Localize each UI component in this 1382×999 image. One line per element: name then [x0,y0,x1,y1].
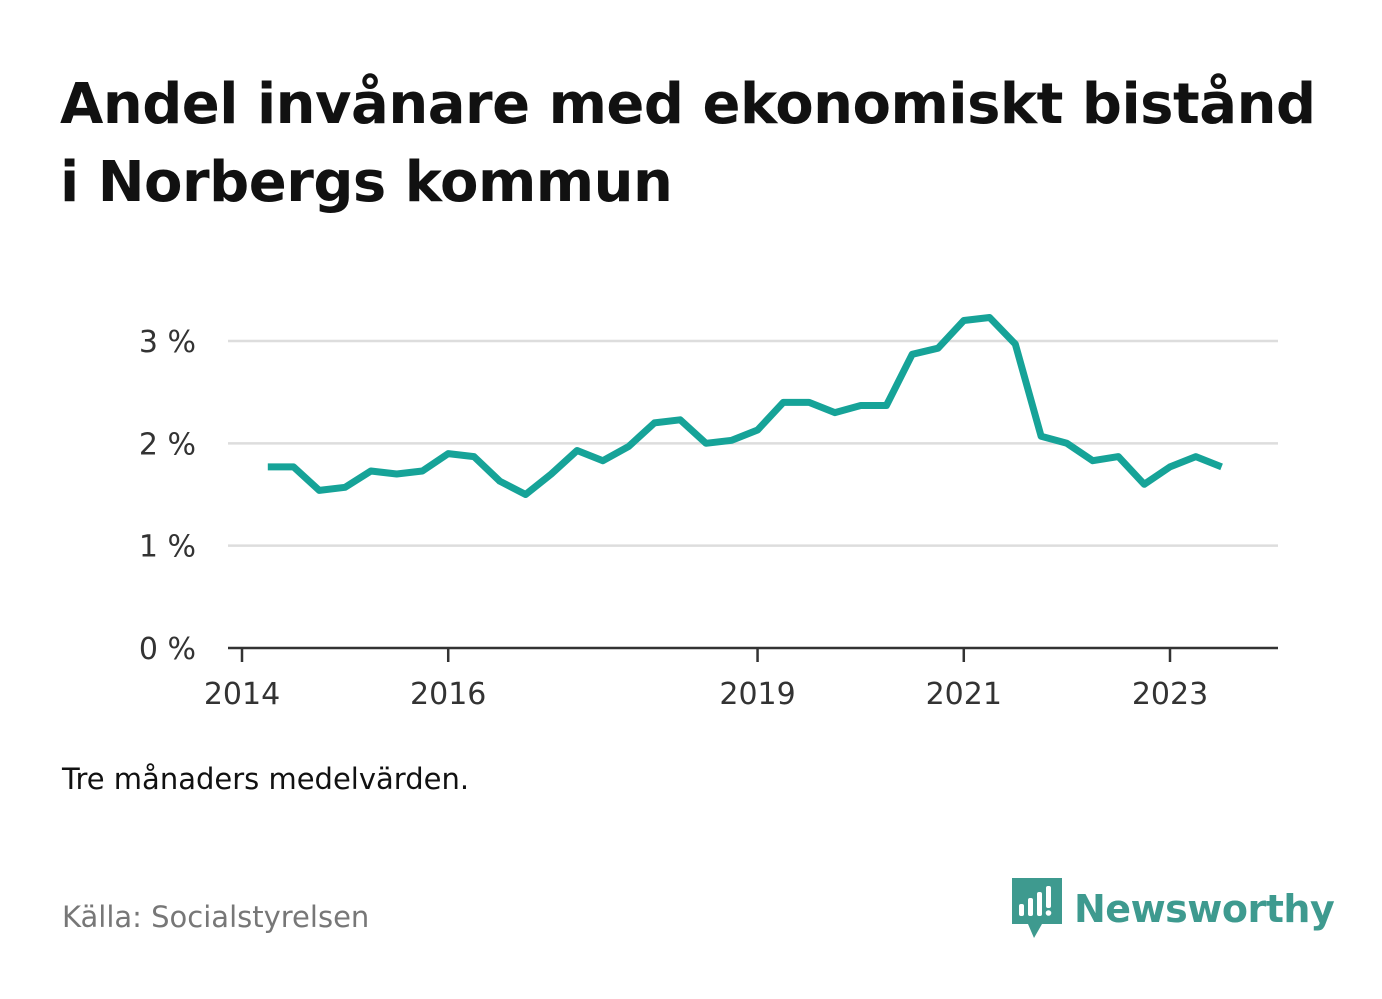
y-tick-labels: 0 % 1 % 2 % 3 % [139,325,196,667]
x-tick-labels: 2014 2016 2019 2021 2023 [204,677,1208,712]
y-tick-label: 1 % [139,530,196,565]
grid-lines [228,339,1278,547]
x-tick-label: 2021 [926,677,1002,712]
x-tick-label: 2019 [719,677,795,712]
x-tick-label: 2016 [410,677,486,712]
y-tick-label: 3 % [139,325,196,360]
chart-note: Tre månaders medelvärden. [62,762,470,796]
newsworthy-logo-icon [1012,878,1062,938]
x-axis [228,646,1278,662]
series-layer [267,314,1223,498]
series-line [267,314,1223,498]
y-tick-label: 2 % [139,427,196,462]
x-tick-label: 2023 [1132,677,1208,712]
y-tick-label: 0 % [139,632,196,667]
brand-name: Newsworthy [1074,887,1335,931]
chart-title: Andel invånare med ekonomiskt bistånd i … [60,72,1316,215]
x-tick-label: 2014 [204,677,280,712]
source-credit: Källa: Socialstyrelsen [62,900,370,934]
newsworthy-logo: Newsworthy [1012,878,1335,940]
